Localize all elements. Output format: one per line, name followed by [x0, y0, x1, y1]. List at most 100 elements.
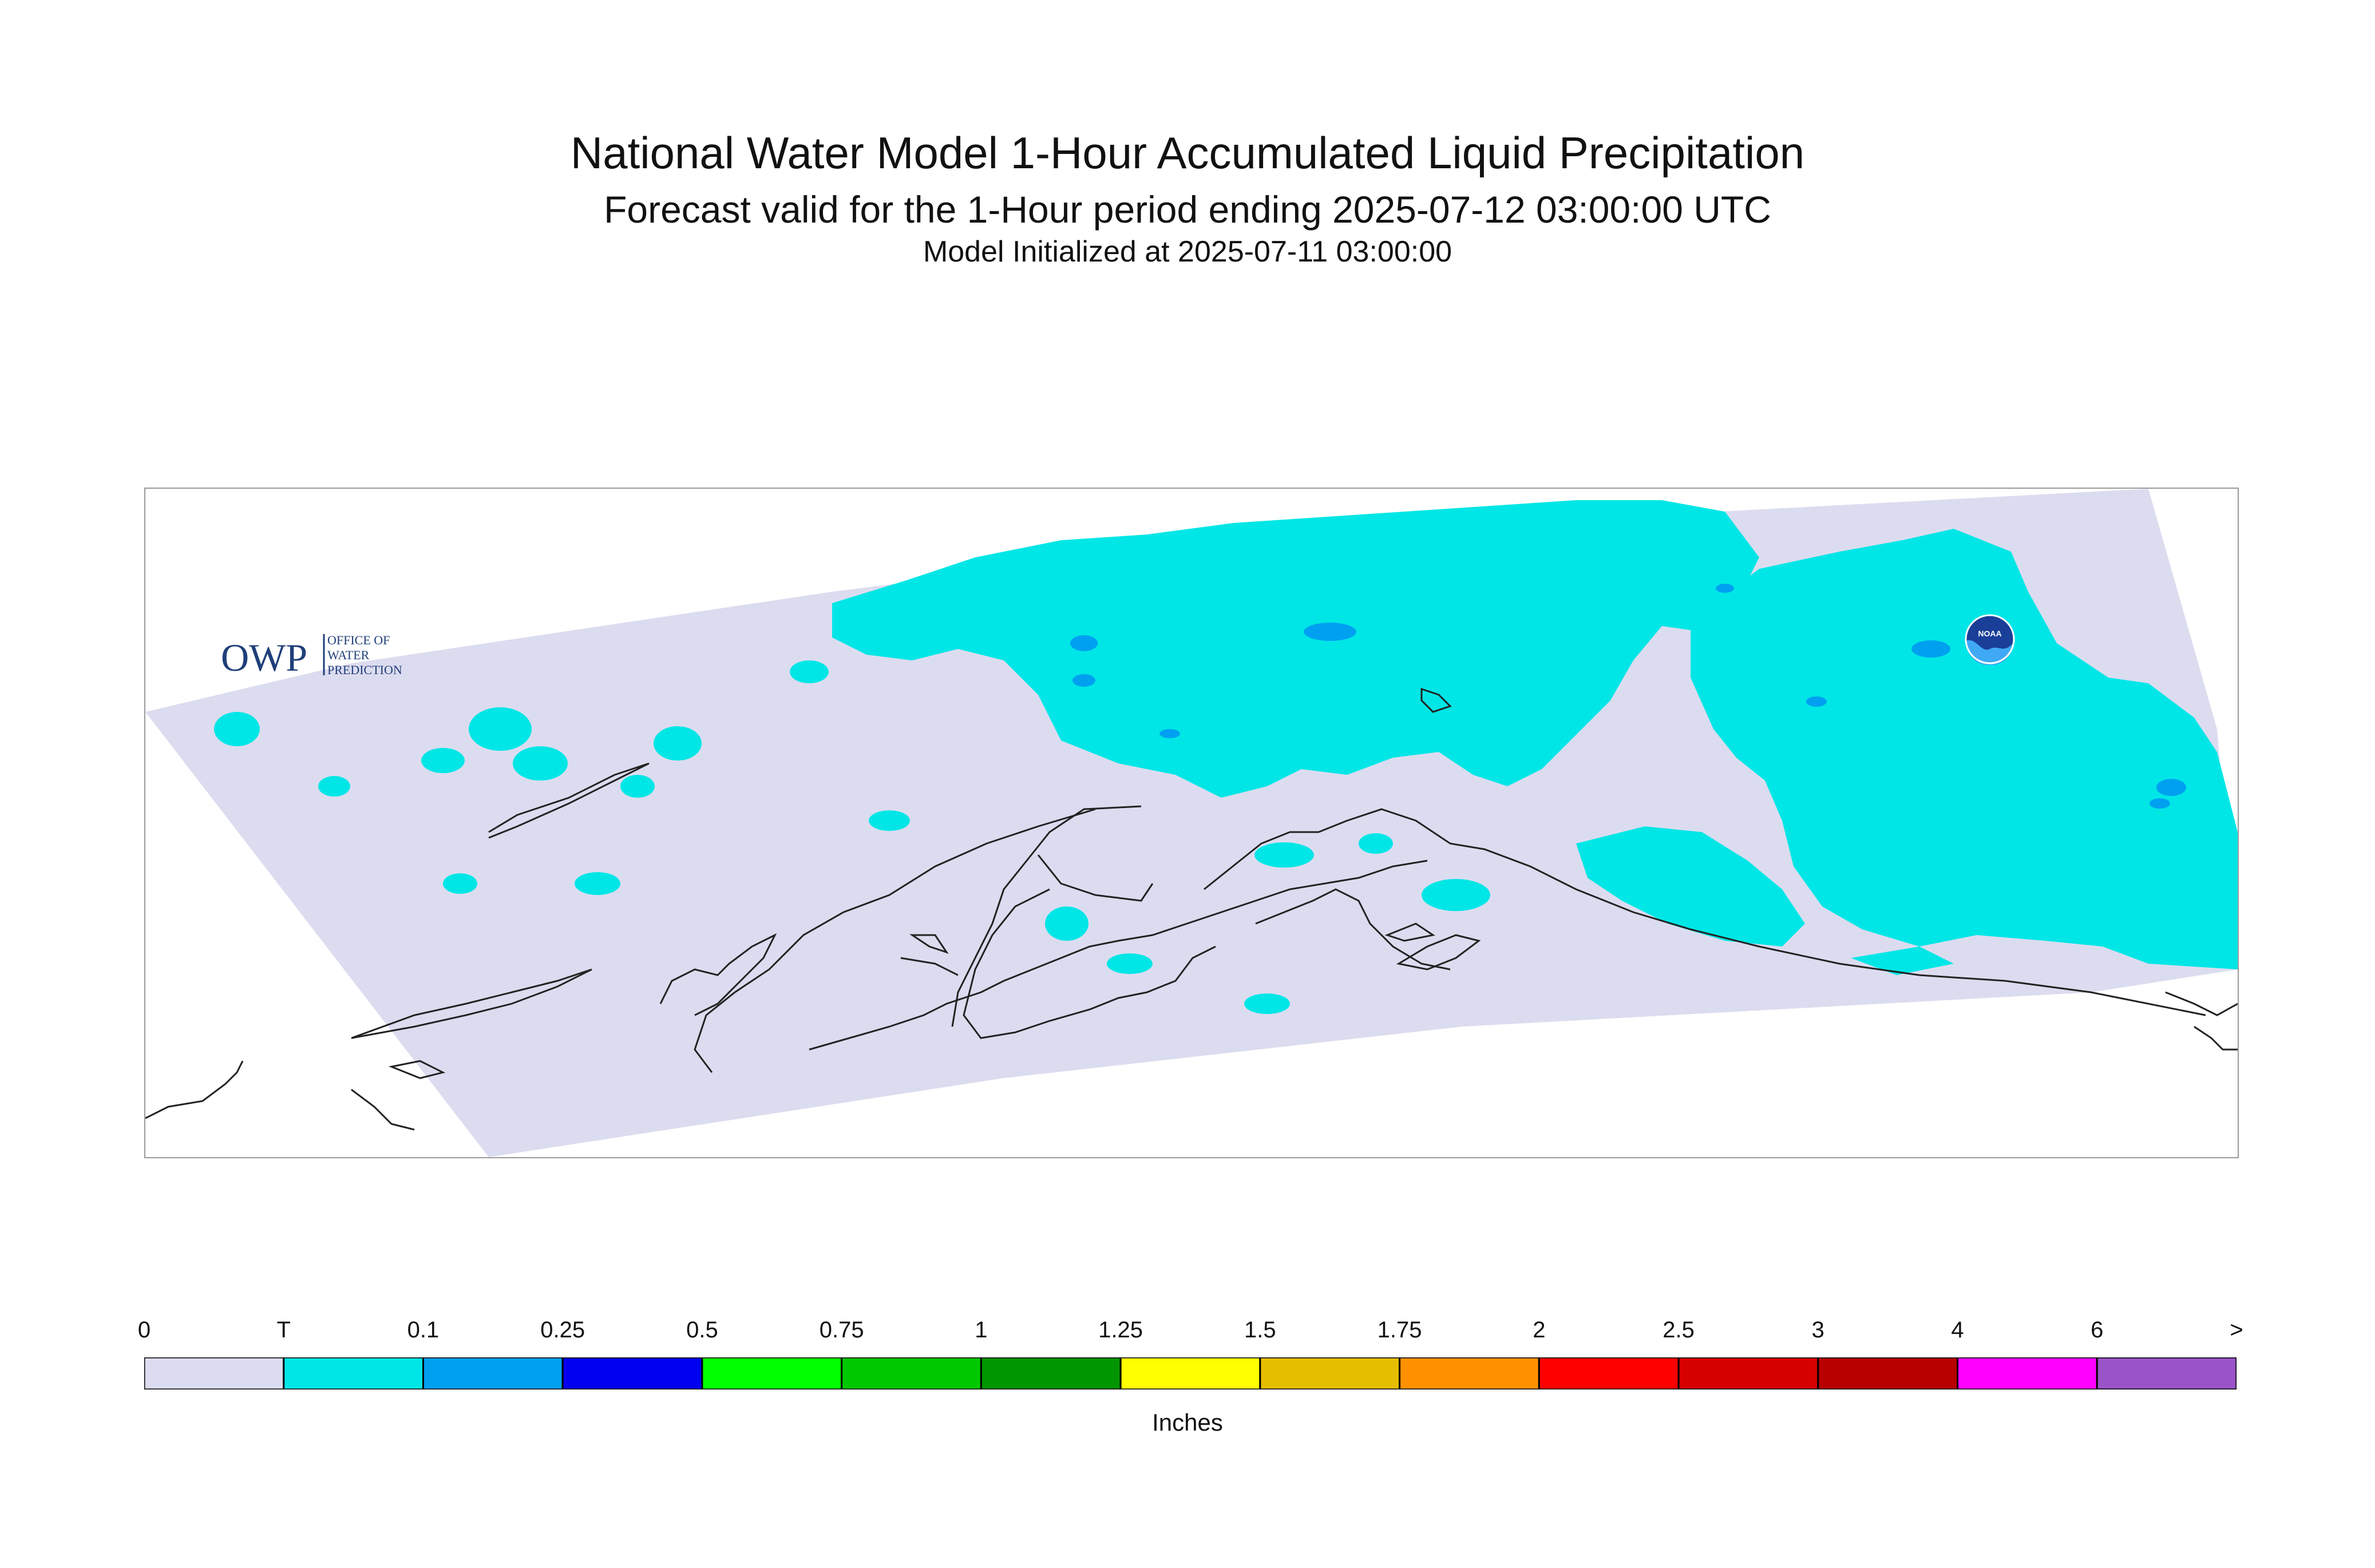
precip-area-north [832, 500, 1759, 798]
precip-blob-16 [1359, 833, 1393, 854]
precip-trace-areas [214, 500, 2238, 1014]
precip-blob-8 [1254, 842, 1314, 868]
coastline-sw-land [351, 1088, 415, 1131]
legend-swatch-8 [1259, 1357, 1401, 1389]
precip-blob-17 [1244, 993, 1290, 1014]
precip-blob-15 [869, 810, 910, 831]
legend-swatch-10 [1538, 1357, 1680, 1389]
precip-blob-14 [575, 872, 620, 895]
precip-light-4 [1911, 640, 1950, 658]
precip-blob-2 [513, 746, 568, 781]
legend-swatch-6 [980, 1357, 1122, 1389]
coastline-cook-inlet [951, 805, 1142, 1027]
legend-swatch-12 [1817, 1357, 1959, 1389]
precip-light-8 [1159, 729, 1180, 738]
legend-swatch-3 [561, 1357, 703, 1389]
coastline-inner-bay [900, 957, 959, 976]
legend-label-9: 1.75 [1377, 1317, 1422, 1343]
coastline-glacier-lake [1420, 687, 1452, 713]
map-canvas [145, 489, 2238, 1157]
legend-label-15: > [2230, 1317, 2243, 1343]
coastline-east-edge [2165, 991, 2238, 1016]
precip-light-3 [1304, 623, 1356, 641]
precip-light-5 [2156, 779, 2186, 796]
owp-logo-line-2: WATER [327, 648, 370, 662]
precip-area-south [1851, 947, 1954, 975]
precip-blob-6 [790, 660, 829, 683]
coastline-east-islands [2194, 1025, 2238, 1051]
precip-light-areas [1070, 584, 2186, 809]
precip-blob-19 [952, 587, 987, 608]
precip-blob-3 [421, 748, 465, 773]
legend-label-13: 4 [1951, 1317, 1964, 1343]
legend-label-14: 6 [2091, 1317, 2104, 1343]
owp-logo-line-3: PREDICTION [327, 663, 402, 677]
legend-label-3: 0.25 [540, 1317, 585, 1343]
chart-title: National Water Model 1-Hour Accumulated … [570, 128, 1805, 178]
precip-area-southeast [1576, 826, 1805, 947]
coastline-islands-south [809, 860, 1428, 1051]
color-legend [144, 1357, 2237, 1389]
coastline-sw [659, 933, 777, 1016]
legend-label-4: 0.5 [686, 1317, 718, 1343]
coastline-kenai [963, 888, 1216, 1039]
legend-label-2: 0.1 [407, 1317, 440, 1343]
precip-blob-10 [1107, 953, 1153, 974]
precip-light-2 [1072, 674, 1095, 687]
legend-swatch-7 [1119, 1357, 1261, 1389]
legend-units: Inches [1152, 1409, 1223, 1436]
legend-label-11: 2.5 [1662, 1317, 1695, 1343]
precip-blob-9 [1422, 879, 1490, 911]
legend-swatch-4 [701, 1357, 843, 1389]
legend-label-6: 1 [975, 1317, 988, 1343]
legend-label-0: 0 [137, 1317, 151, 1343]
coastline-strait [488, 762, 650, 839]
legend-label-1: T [276, 1317, 291, 1343]
precip-blob-7 [1045, 906, 1088, 941]
legend-swatch-14 [2096, 1357, 2237, 1389]
noaa-logo: NOAA [1964, 613, 2016, 668]
precip-light-1 [1070, 635, 1098, 651]
precip-blob-20 [1971, 889, 2040, 924]
legend-swatch-2 [422, 1357, 564, 1389]
legend-label-5: 0.75 [819, 1317, 864, 1343]
color-legend-bar [144, 1357, 2237, 1389]
precip-blob-4 [620, 775, 655, 798]
owp-logo-mark: OWP [221, 636, 307, 679]
legend-swatch-0 [144, 1357, 285, 1389]
coastline-west-edge [145, 1060, 244, 1119]
coastline-bristol [351, 968, 592, 1039]
legend-label-7: 1.25 [1098, 1317, 1143, 1343]
legend-label-10: 2 [1533, 1317, 1546, 1343]
precip-blob-13 [214, 712, 260, 746]
precip-blob-5 [654, 726, 702, 761]
legend-label-8: 1.5 [1244, 1317, 1276, 1343]
precip-area-east [1691, 529, 2238, 969]
precip-light-7 [1716, 584, 1734, 593]
owp-logo: OWP OFFICE OF WATER PREDICTION [72, 618, 438, 690]
precipitation-map [144, 488, 2239, 1158]
legend-swatch-13 [1957, 1357, 2098, 1389]
precip-light-9 [1806, 696, 1827, 707]
model-init-time: Model Initialized at 2025-07-11 03:00:00 [923, 235, 1452, 268]
coastline-south-bays [1255, 888, 1451, 971]
coastlines [145, 687, 2238, 1131]
coastline-upper-inlet [1037, 854, 1154, 902]
coastline-island-1 [1396, 934, 1481, 971]
legend-swatch-1 [283, 1357, 424, 1389]
precip-blob-11 [443, 873, 477, 894]
precip-blob-12 [318, 776, 350, 797]
coastline-lake [909, 934, 949, 954]
coastline-gulf-west [694, 808, 1096, 1073]
legend-swatch-5 [841, 1357, 982, 1389]
precip-blob-1 [469, 707, 532, 751]
legend-swatch-9 [1399, 1357, 1540, 1389]
legend-swatch-11 [1677, 1357, 1819, 1389]
chart-subtitle: Forecast valid for the 1-Hour period end… [604, 188, 1771, 231]
coastline-peninsula [1204, 808, 2206, 1016]
coastline-sw-island [388, 1060, 446, 1079]
noaa-logo-text: NOAA [1978, 629, 2001, 638]
legend-label-12: 3 [1811, 1317, 1824, 1343]
precip-blob-18 [1297, 737, 1340, 767]
precip-light-6 [2150, 798, 2170, 809]
